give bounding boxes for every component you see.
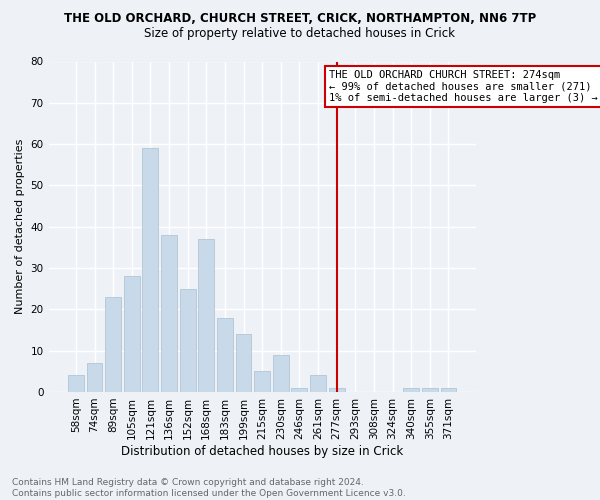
Bar xyxy=(86,363,103,392)
Text: THE OLD ORCHARD CHURCH STREET: 274sqm
← 99% of detached houses are smaller (271): THE OLD ORCHARD CHURCH STREET: 274sqm ← … xyxy=(329,70,598,103)
Bar xyxy=(273,355,289,392)
Text: Size of property relative to detached houses in Crick: Size of property relative to detached ho… xyxy=(145,28,455,40)
Bar xyxy=(236,334,251,392)
Bar xyxy=(105,297,121,392)
X-axis label: Distribution of detached houses by size in Crick: Distribution of detached houses by size … xyxy=(121,444,403,458)
Y-axis label: Number of detached properties: Number of detached properties xyxy=(15,139,25,314)
Bar xyxy=(422,388,438,392)
Bar xyxy=(68,376,84,392)
Bar xyxy=(180,288,196,392)
Bar xyxy=(310,376,326,392)
Bar xyxy=(440,388,457,392)
Bar xyxy=(254,372,270,392)
Text: THE OLD ORCHARD, CHURCH STREET, CRICK, NORTHAMPTON, NN6 7TP: THE OLD ORCHARD, CHURCH STREET, CRICK, N… xyxy=(64,12,536,26)
Bar xyxy=(142,148,158,392)
Text: Contains HM Land Registry data © Crown copyright and database right 2024.
Contai: Contains HM Land Registry data © Crown c… xyxy=(12,478,406,498)
Bar xyxy=(292,388,307,392)
Bar xyxy=(199,239,214,392)
Bar xyxy=(403,388,419,392)
Bar xyxy=(124,276,140,392)
Bar xyxy=(329,388,344,392)
Bar xyxy=(217,318,233,392)
Bar xyxy=(161,235,177,392)
